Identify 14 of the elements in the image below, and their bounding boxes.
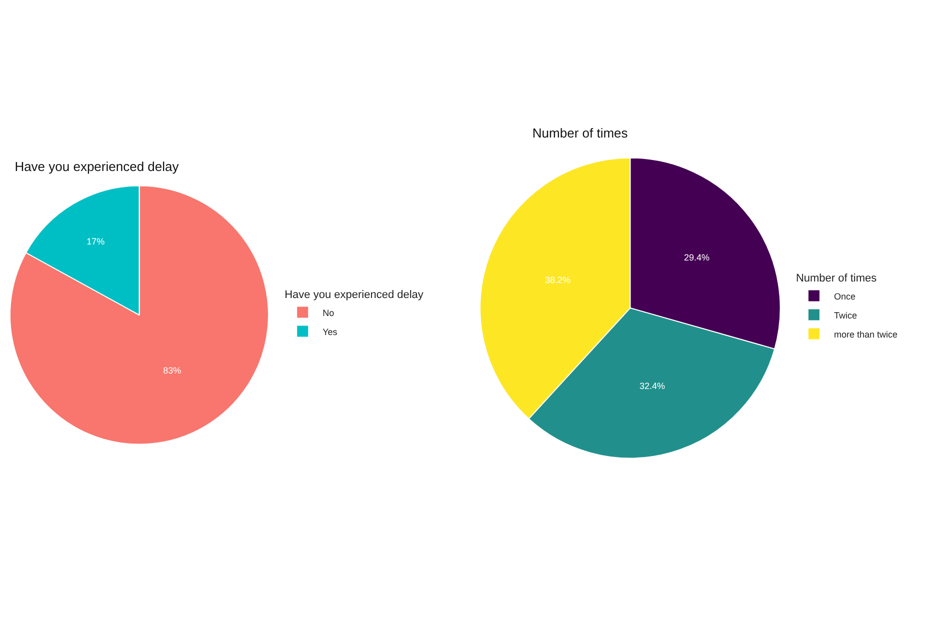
legend-label: No [322,308,334,318]
data-label: 38.2% [544,274,570,285]
chart-title: Have you experienced delay [14,159,180,174]
chart-title: Number of times [532,126,628,141]
legend-label: Twice [834,310,857,320]
data-label: 83% [163,366,182,376]
legend-title: Number of times [796,272,878,284]
data-label: 17% [86,236,105,246]
legend-label: Yes [322,326,338,337]
legend-label: more than twice [834,329,898,340]
legend-label: Once [834,291,856,302]
legend-title: Have you experienced delay [284,288,424,301]
data-label: 29.4% [684,252,710,263]
data-label: 32.4% [640,381,666,392]
